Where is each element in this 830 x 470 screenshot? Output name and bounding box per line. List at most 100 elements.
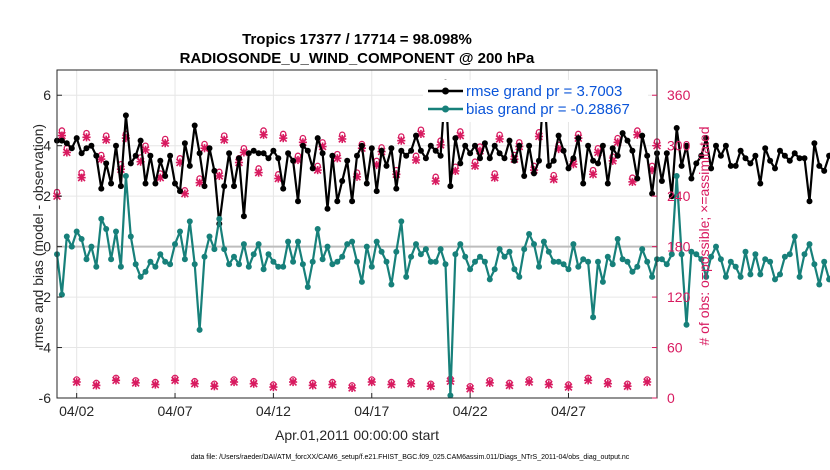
bias-data-point — [486, 276, 493, 283]
bias-data-point — [688, 248, 695, 255]
bias-data-point — [344, 241, 351, 248]
rmse-data-point — [550, 157, 557, 164]
obs-assimilated-marker — [210, 382, 219, 391]
bias-data-point — [319, 256, 326, 263]
obs-assimilated-marker — [470, 161, 480, 170]
x-tick-label: 04/17 — [354, 403, 389, 419]
bias-data-point — [826, 276, 830, 283]
bias-data-point — [693, 251, 700, 258]
rmse-data-point — [304, 147, 311, 154]
rmse-data-point — [403, 152, 410, 159]
bias-data-point — [304, 284, 311, 290]
rmse-data-point — [609, 145, 616, 152]
rmse-data-point — [378, 147, 385, 154]
rmse-data-point — [467, 150, 474, 157]
bias-data-point — [83, 256, 90, 263]
obs-assimilated-marker — [92, 381, 101, 390]
bias-data-point — [634, 263, 641, 270]
legend-rmse-label: rmse grand pr = 3.7003 — [466, 83, 622, 100]
bias-series-line — [55, 174, 830, 397]
bias-data-point — [314, 226, 321, 232]
rmse-data-point — [265, 155, 272, 162]
bias-data-point — [644, 258, 651, 265]
bias-data-point — [285, 238, 292, 245]
rmse-data-point — [408, 147, 415, 154]
rmse-data-point — [639, 132, 646, 139]
bias-data-point — [280, 263, 287, 270]
bias-data-point — [270, 258, 277, 265]
rmse-data-point — [417, 147, 424, 154]
bias-data-point — [752, 251, 759, 258]
y-axis-label: rmse and bias (model - observation) — [30, 124, 46, 348]
bias-data-point — [422, 246, 429, 253]
obs-assimilated-marker — [564, 382, 573, 392]
bias-data-point — [417, 251, 424, 258]
obs-assimilated-marker — [466, 384, 475, 393]
bias-data-point — [772, 276, 778, 283]
rmse-data-point — [127, 160, 134, 167]
rmse-data-point — [147, 152, 154, 159]
y-tick-label: 0 — [43, 239, 51, 255]
rmse-data-point — [826, 152, 830, 159]
data-file-note: data file: /Users/raeder/DAI/ATM_forcXX/… — [191, 454, 630, 461]
bias-data-point — [521, 246, 528, 253]
rmse-data-point — [727, 162, 734, 169]
bias-data-point — [299, 261, 306, 268]
bias-data-point — [658, 256, 665, 263]
bias-data-point — [339, 253, 346, 260]
rmse-data-point — [231, 183, 237, 190]
rmse-data-point — [742, 155, 749, 162]
obs-assimilated-marker — [623, 382, 632, 391]
bias-data-point — [796, 273, 803, 280]
bias-data-point — [462, 253, 469, 260]
bias-data-point — [550, 258, 557, 265]
rmse-data-point — [752, 152, 759, 159]
rmse-data-point — [693, 160, 700, 167]
bias-data-point — [142, 268, 149, 275]
rmse-data-point — [737, 147, 744, 154]
rmse-data-point — [93, 152, 100, 159]
y-tick-label: -4 — [39, 340, 52, 356]
obs-assimilated-marker — [643, 377, 652, 387]
bias-data-point — [511, 266, 518, 273]
rmse-data-point — [560, 147, 567, 154]
bias-data-point — [565, 266, 572, 273]
rmse-data-point — [801, 155, 808, 162]
obs-assimilated-marker — [254, 168, 263, 177]
legend-box — [423, 80, 648, 122]
obs-assimilated-marker — [62, 148, 71, 157]
bias-data-point — [737, 273, 744, 280]
y2-tick-label: 0 — [667, 390, 675, 406]
obs-assimilated-marker — [229, 377, 239, 387]
bias-data-point — [147, 258, 154, 265]
bias-data-point — [614, 236, 621, 242]
bias-data-point — [599, 278, 606, 285]
plot-frame — [56, 69, 658, 399]
rmse-data-point — [299, 142, 306, 149]
y2-tick-label: 120 — [667, 289, 691, 305]
bias-data-point — [609, 261, 616, 268]
rmse-data-point — [324, 205, 331, 212]
bias-data-point — [786, 251, 793, 258]
rmse-data-point — [339, 178, 346, 184]
rmse-data-point — [270, 147, 277, 154]
rmse-data-point — [73, 135, 80, 142]
bias-data-point — [816, 281, 823, 288]
bias-data-point — [649, 273, 656, 280]
rmse-data-point — [462, 142, 469, 149]
bias-data-point — [747, 271, 754, 278]
rmse-data-point — [806, 198, 813, 205]
y2-tick-label: 240 — [667, 188, 691, 204]
rmse-data-point — [526, 142, 533, 149]
obs-assimilated-marker — [288, 377, 298, 387]
bias-data-point — [181, 256, 188, 263]
obs-assimilated-marker — [102, 135, 111, 144]
rmse-data-point — [373, 188, 380, 195]
obs-assimilated-marker — [190, 379, 199, 388]
bias-data-point — [240, 241, 247, 248]
bias-data-point — [604, 253, 611, 260]
rmse-data-point — [280, 185, 287, 192]
obs-assimilated-marker — [215, 171, 224, 181]
bias-data-point — [727, 258, 734, 265]
rmse-data-point — [796, 155, 803, 162]
